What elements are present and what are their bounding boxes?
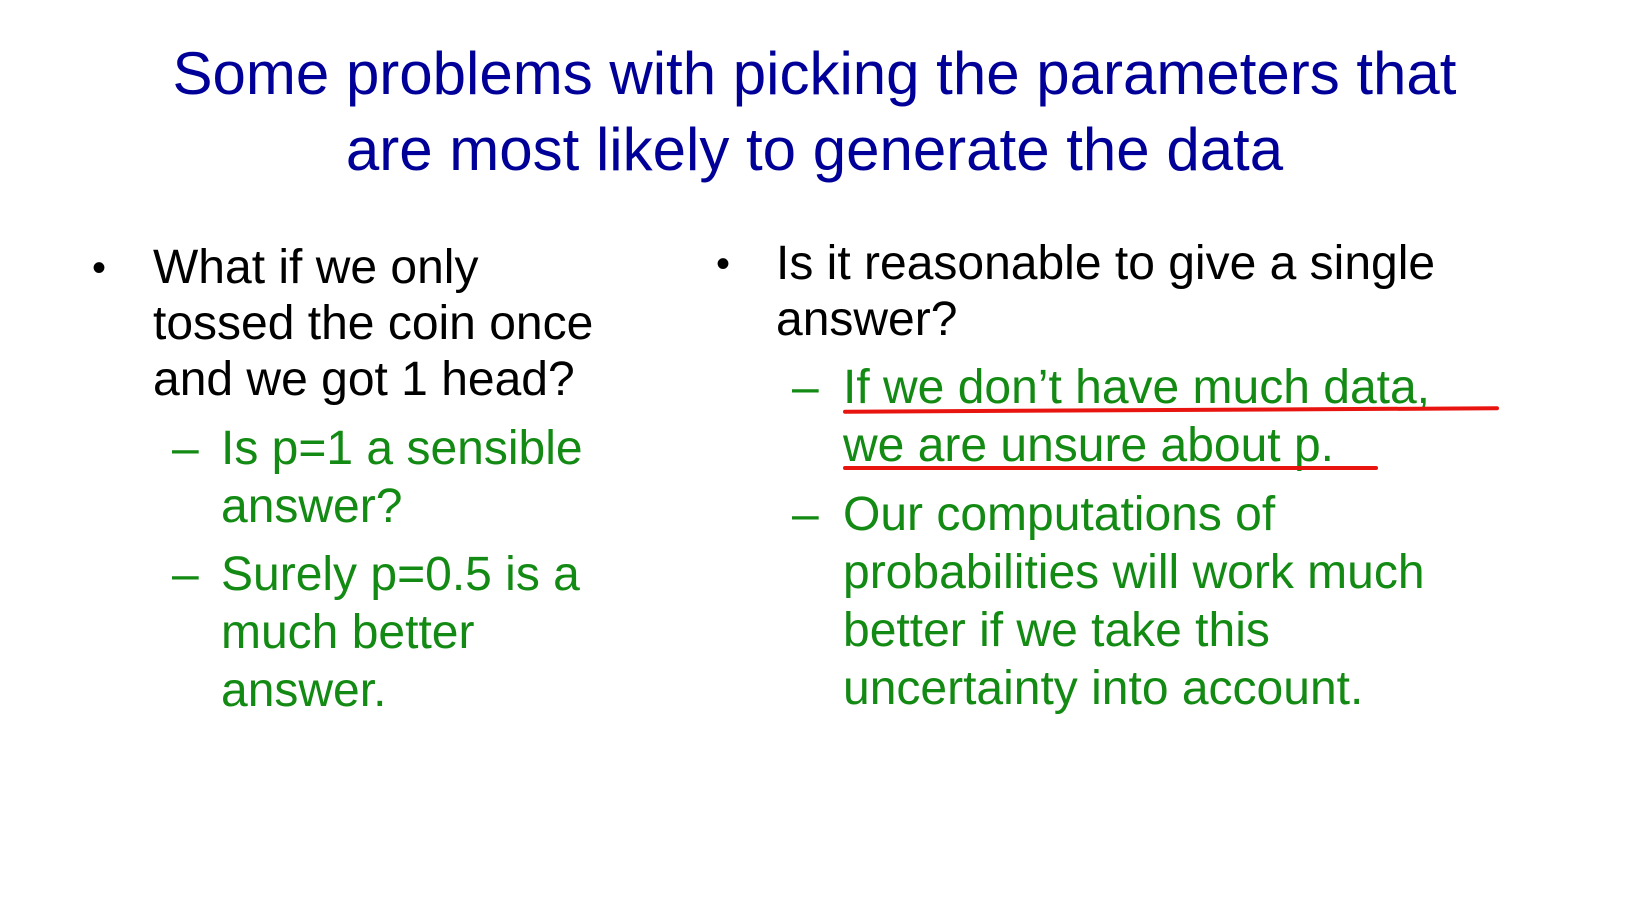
left-sub-1-line-1: Is p=1 a sensible	[221, 422, 583, 475]
slide-title: Some problems with picking the parameter…	[0, 36, 1629, 188]
right-sub-1-line-2: we are unsure about p.	[843, 419, 1334, 472]
right-sub-2-line-1: Our computations of	[843, 488, 1276, 541]
dash-marker: –	[172, 548, 199, 601]
right-sub-2-line-4: uncertainty into account.	[843, 662, 1364, 715]
right-bullet-line-1: Is it reasonable to give a single	[776, 237, 1436, 290]
right-sub-1-text: If we don’t have much data, we are unsur…	[843, 359, 1430, 475]
bullet-marker: •	[92, 246, 107, 290]
left-bullet-line-1: What if we only	[153, 241, 479, 294]
right-sub-1-line-1: If we don’t have much data,	[843, 361, 1431, 414]
title-line-2: are most likely to generate the data	[345, 116, 1284, 183]
dash-marker: –	[792, 488, 819, 541]
right-bullet-text: Is it reasonable to give a single answer…	[776, 236, 1435, 348]
left-bullet-text: What if we only tossed the coin once and…	[153, 240, 593, 408]
bullet-marker: •	[716, 242, 731, 286]
left-bullet-line-3: and we got 1 head?	[153, 353, 575, 406]
left-sub-1-line-2: answer?	[221, 480, 403, 533]
left-sub-2-line-1: Surely p=0.5 is a	[221, 548, 580, 601]
right-bullet-line-2: answer?	[776, 293, 958, 346]
red-underline-2	[843, 466, 1378, 470]
left-bullet-line-2: tossed the coin once	[153, 297, 594, 350]
left-sub-2-line-2: much better	[221, 606, 475, 659]
left-sub-2-text: Surely p=0.5 is a much better answer.	[221, 546, 580, 720]
left-sub-2-line-3: answer.	[221, 664, 387, 717]
left-sub-1-text: Is p=1 a sensible answer?	[221, 420, 583, 536]
dash-marker: –	[172, 422, 199, 475]
right-sub-2-text: Our computations of probabilities will w…	[843, 486, 1425, 718]
title-line-1: Some problems with picking the parameter…	[172, 40, 1457, 107]
dash-marker: –	[792, 361, 819, 414]
right-sub-2-line-2: probabilities will work much	[843, 546, 1425, 599]
right-sub-2-line-3: better if we take this	[843, 604, 1270, 657]
